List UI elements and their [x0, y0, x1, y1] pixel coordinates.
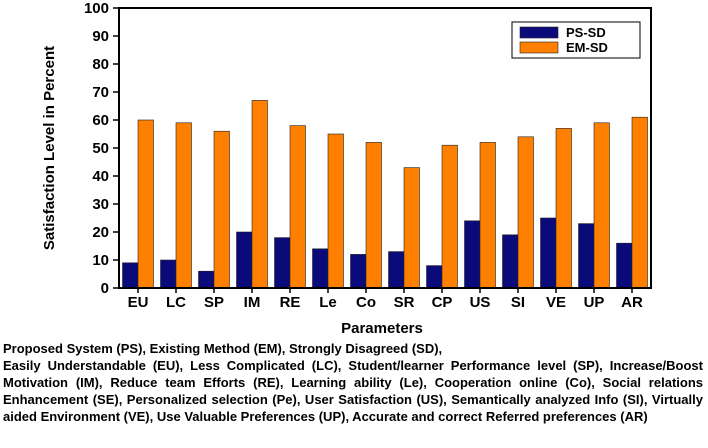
bar-em-sd-im [251, 100, 268, 289]
bar-ps-sd-co [350, 254, 367, 289]
x-tick-label: UP [584, 294, 605, 311]
legend-swatch-ps-sd [519, 26, 559, 39]
x-tick-label: IM [244, 294, 261, 311]
bar-em-sd-us [479, 142, 496, 289]
bar-ps-sd-le [312, 248, 329, 289]
x-tick-label: VE [546, 294, 566, 311]
bar-ps-sd-im [236, 231, 253, 289]
bar-em-sd-eu [137, 119, 154, 289]
y-tick-label: 90 [92, 28, 109, 45]
y-tick-label: 40 [92, 168, 109, 185]
y-tick-label: 100 [84, 0, 109, 17]
bar-ps-sd-eu [122, 262, 139, 289]
bar-ps-sd-up [578, 223, 595, 289]
bar-ps-sd-us [464, 220, 481, 289]
bar-em-sd-ve [555, 128, 572, 289]
plot-frame [118, 7, 652, 289]
x-tick-label: CP [432, 294, 453, 311]
y-tick-label: 0 [101, 280, 109, 297]
y-tick-label: 70 [92, 84, 109, 101]
y-tick-label: 50 [92, 140, 109, 157]
x-tick-label: SI [511, 294, 525, 311]
bar-ps-sd-sr [388, 251, 405, 289]
y-tick-label: 20 [92, 224, 109, 241]
bar-ps-sd-si [502, 234, 519, 289]
bar-ps-sd-ve [540, 217, 557, 289]
x-tick-label: SR [394, 294, 415, 311]
bar-ps-sd-lc [160, 259, 177, 289]
bar-em-sd-sp [213, 130, 230, 289]
x-tick-label: Co [356, 294, 376, 311]
x-tick-label: SP [204, 294, 224, 311]
bar-em-sd-co [365, 142, 382, 289]
y-tick-label: 60 [92, 112, 109, 129]
legend-swatch-em-sd [519, 41, 559, 54]
y-axis-title: Satisfaction Level in Percent [41, 46, 58, 250]
bar-em-sd-lc [175, 122, 192, 289]
bar-em-sd-si [517, 136, 534, 289]
x-tick-label: RE [280, 294, 301, 311]
y-tick-label: 30 [92, 196, 109, 213]
bar-em-sd-up [593, 122, 610, 289]
bar-ps-sd-re [274, 237, 291, 289]
bar-em-sd-re [289, 125, 306, 289]
bar-ps-sd-ar [616, 242, 633, 289]
x-tick-label: Le [319, 294, 337, 311]
bar-em-sd-le [327, 133, 344, 289]
bar-ps-sd-sp [198, 270, 215, 289]
x-tick-label: EU [128, 294, 149, 311]
bar-em-sd-sr [403, 167, 420, 289]
figure-caption: Proposed System (PS), Existing Method (E… [3, 340, 703, 425]
bar-em-sd-cp [441, 144, 458, 289]
bar-ps-sd-cp [426, 265, 443, 289]
legend-label-ps-sd: PS-SD [566, 25, 606, 40]
x-axis-title: Parameters [341, 320, 423, 337]
caption-abbreviations: Proposed System (PS), Existing Method (E… [3, 341, 443, 356]
y-tick-label: 80 [92, 56, 109, 73]
caption-parameter-definitions: Easily Understandable (EU), Less Complic… [3, 358, 703, 424]
y-tick-label: 10 [92, 252, 109, 269]
bar-em-sd-ar [631, 116, 648, 289]
x-tick-label: US [470, 294, 491, 311]
bar-chart: 0 10 20 30 40 50 60 70 80 90 100 EU LC SP IM RE Le Co SR CP… [41, 0, 652, 337]
x-tick-label: AR [621, 294, 643, 311]
plot-area: 0 10 20 30 40 50 60 70 80 90 100 EU LC SP IM RE Le Co SR CP… [84, 0, 652, 311]
legend-label-em-sd: EM-SD [566, 40, 608, 55]
x-tick-label: LC [166, 294, 186, 311]
